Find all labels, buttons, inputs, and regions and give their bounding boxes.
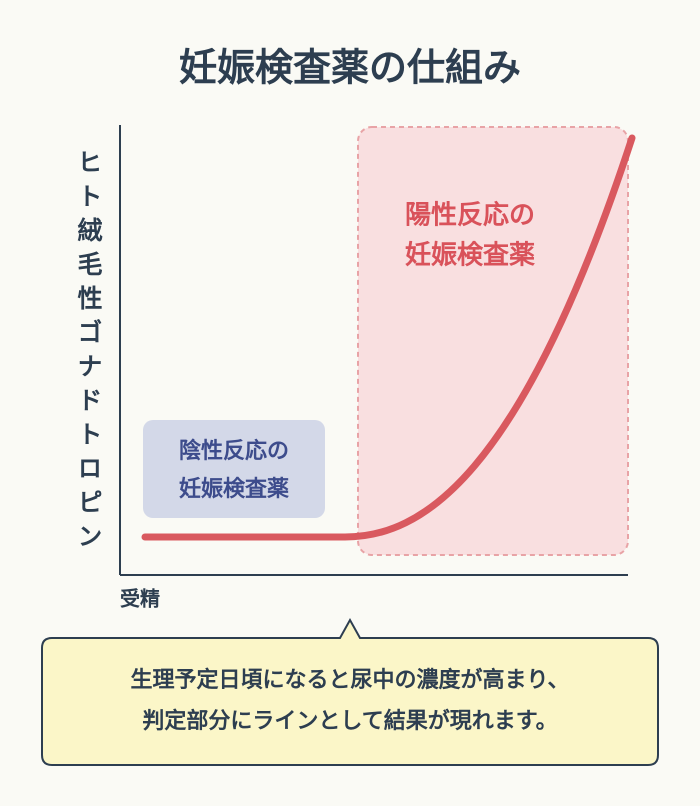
hcg-curve (141, 134, 636, 541)
positive-label: 妊娠検査薬 (405, 241, 535, 271)
positive-label: 陽性反応の (405, 200, 535, 231)
callout (41, 617, 659, 766)
positive-region (357, 126, 629, 556)
title: 妊娠検査薬の仕組み (179, 46, 521, 90)
callout-text: 判定部分にラインとして結果が現れます。 (142, 708, 557, 734)
callout-text: 生理予定日頃になると尿中の濃度が高まり、 (130, 667, 569, 693)
x-axis-label: 受精 (120, 587, 160, 611)
negative-label: 妊娠検査薬 (179, 476, 289, 502)
negative-label: 陰性反応の (179, 438, 289, 464)
negative-region (143, 420, 325, 518)
y-axis-label: ヒト絨毛性ゴナドトロピン (74, 149, 103, 557)
